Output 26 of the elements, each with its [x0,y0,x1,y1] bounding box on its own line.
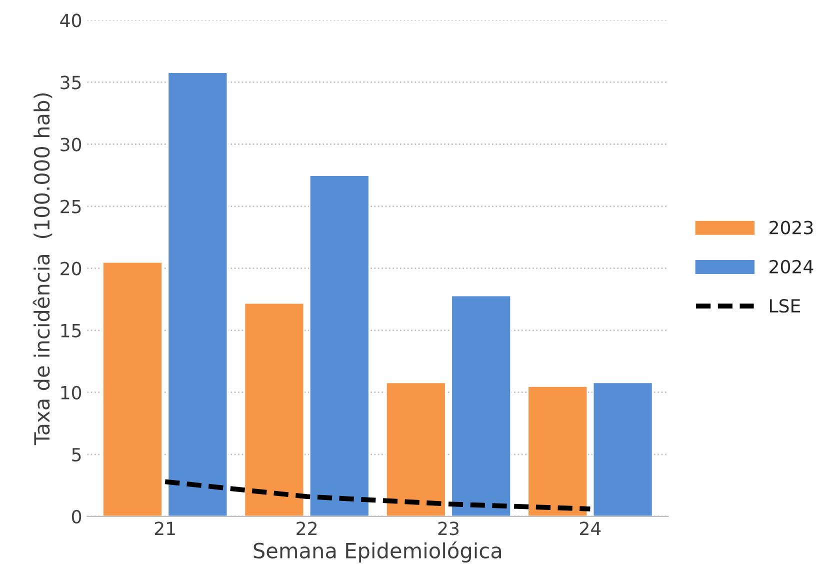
x-tick-label: 21 [154,522,175,535]
x-tick-label: 23 [438,522,459,536]
legend-label: LSE [770,299,800,313]
y-tick-label: 25 [60,200,81,214]
y-tick-label: 40 [60,14,82,28]
bar [244,302,305,516]
x-tick-label: 24 [580,522,601,535]
y-tick-label: 15 [61,324,81,338]
y-tick-label: 30 [60,138,82,152]
y-tick-label: 35 [60,76,81,90]
bar [308,174,370,516]
bar [450,294,512,516]
legend-label: 2024 [770,260,814,274]
bar [167,72,228,516]
y-tick-label: 10 [61,386,82,400]
bar [527,385,588,516]
legend-label: 2023 [770,220,813,234]
bar [385,382,446,516]
y-tick-label: 20 [60,262,82,276]
bar [102,261,163,516]
y-tick-label: 5 [72,448,81,462]
y-axis-title: Taxa de incidência (100.000 hab) [32,93,52,446]
bar [592,382,654,516]
x-tick-label: 22 [296,522,316,535]
y-tick-label: 0 [72,510,82,524]
x-axis-title: Semana Epidemiológica [254,542,502,563]
